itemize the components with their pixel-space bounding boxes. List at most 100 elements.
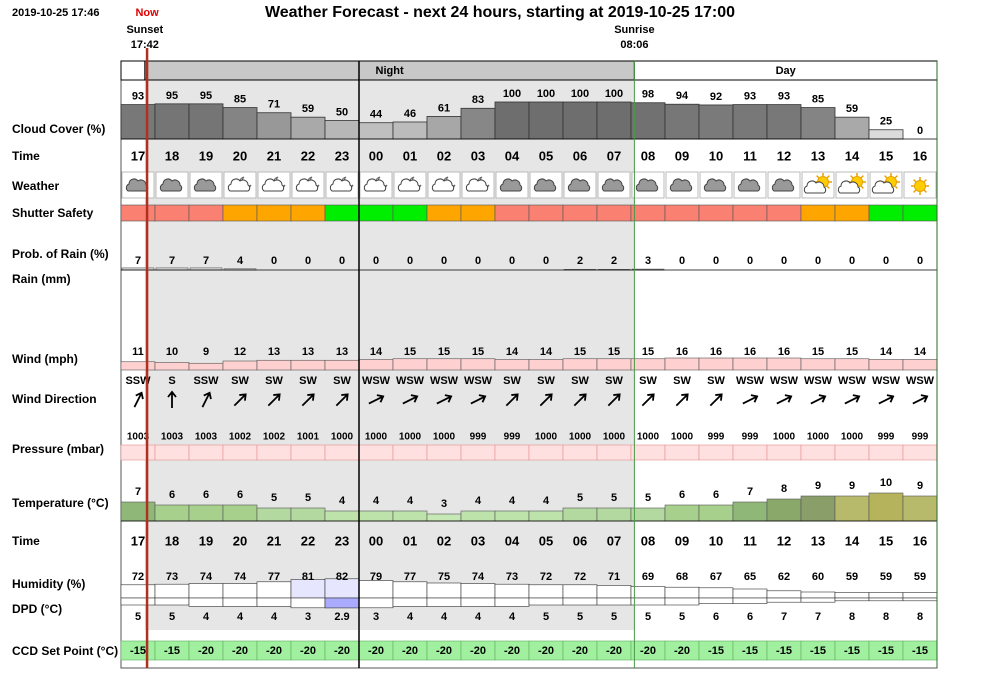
cloud-value: 44 <box>370 109 383 121</box>
pressure-cell <box>868 444 904 461</box>
ccd-value: -15 <box>776 645 792 657</box>
wind-value: 14 <box>914 346 927 358</box>
rain-prob-value: 0 <box>339 255 345 267</box>
cloud-bar <box>834 116 870 140</box>
cloud-icon <box>837 180 861 194</box>
pressure-cell <box>698 444 734 461</box>
cloud-icon <box>703 178 727 192</box>
cloud-shape <box>669 178 693 192</box>
cloud-icon <box>159 178 183 192</box>
hour: 14 <box>845 148 860 163</box>
cloud-value: 93 <box>778 90 790 102</box>
sun <box>914 180 926 192</box>
pressure-cell <box>120 444 156 461</box>
cloud-value: 46 <box>404 108 416 120</box>
dpd-bar <box>494 597 530 607</box>
weather-icon <box>397 176 422 192</box>
wind-value: 9 <box>203 346 209 358</box>
pressure-cell <box>392 444 428 461</box>
sunset-label: Sunset <box>126 24 163 36</box>
pressure-value: 1000 <box>773 432 796 443</box>
ccd-value: -20 <box>436 645 452 657</box>
arrow <box>709 393 723 407</box>
row-label: Temperature (°C) <box>12 496 109 510</box>
pressure-value: 1000 <box>433 432 456 443</box>
cloud-value: 98 <box>642 89 654 101</box>
cloud-value: 95 <box>200 90 212 102</box>
weather-icon <box>703 178 727 192</box>
cloud-bar <box>460 107 496 140</box>
dpd-bar <box>256 597 292 607</box>
rain-prob-value: 0 <box>543 255 549 267</box>
weather-icon <box>669 178 693 192</box>
wind-arrow <box>201 391 212 408</box>
shutter-cell <box>120 204 156 222</box>
hour: 13 <box>811 533 825 548</box>
temp-value: 9 <box>815 480 821 492</box>
weather-icon <box>363 176 388 192</box>
humidity-bar <box>392 581 428 599</box>
dpd-bar <box>154 597 190 606</box>
ccd-value: -20 <box>572 645 588 657</box>
wind-dir: SW <box>333 375 351 387</box>
dpd-bar <box>120 597 156 606</box>
dpd-value: 4 <box>203 611 210 623</box>
rain-prob-value: 0 <box>747 255 753 267</box>
temp-bar <box>222 504 258 522</box>
humidity-value: 59 <box>914 571 926 583</box>
cloud-shape <box>465 178 489 192</box>
hour: 17 <box>131 533 145 548</box>
now-label: Now <box>135 7 159 19</box>
humidity-value: 72 <box>540 571 552 583</box>
pressure-cell <box>596 444 632 461</box>
ccd-value: -20 <box>198 645 214 657</box>
ccd-value: -15 <box>878 645 894 657</box>
temp-value: 5 <box>271 492 277 504</box>
humidity-value: 67 <box>710 571 722 583</box>
hour: 03 <box>471 533 485 548</box>
sun-ray <box>860 185 864 189</box>
wind-bar <box>596 358 632 371</box>
cloud-shape <box>125 178 149 192</box>
pressure-cell <box>494 444 530 461</box>
row-label: Pressure (mbar) <box>12 442 104 456</box>
wind-arrow <box>301 393 315 407</box>
hour: 05 <box>539 148 553 163</box>
arrow <box>505 393 519 407</box>
cloud-shape <box>703 178 727 192</box>
cloud-bar <box>324 120 360 140</box>
temp-bar <box>392 510 428 522</box>
rain-prob-value: 0 <box>475 255 481 267</box>
wind-dir: SW <box>605 375 623 387</box>
hour: 10 <box>709 148 723 163</box>
cloud-value: 0 <box>917 125 923 137</box>
temp-bar <box>120 501 156 522</box>
dpd-value: 4 <box>407 611 414 623</box>
wind-value: 11 <box>132 346 144 358</box>
weather-icon <box>227 176 252 192</box>
cloud-icon <box>465 178 489 192</box>
dpd-bar <box>426 597 462 607</box>
hour: 13 <box>811 148 825 163</box>
sun-ray <box>894 175 898 179</box>
hour: 08 <box>641 533 655 548</box>
wind-value: 15 <box>574 346 586 358</box>
hour: 06 <box>573 533 587 548</box>
humidity-bar <box>630 586 666 599</box>
wind-dir: WSW <box>396 375 425 387</box>
humidity-value: 79 <box>370 571 382 583</box>
dpd-value: 5 <box>543 611 549 623</box>
hour: 15 <box>879 148 893 163</box>
temp-value: 8 <box>781 483 787 495</box>
sun-ray <box>923 179 927 183</box>
wind-dir: S <box>168 375 175 387</box>
humidity-value: 77 <box>268 571 280 583</box>
wind-arrow <box>742 394 759 405</box>
rain-prob-value: 2 <box>577 255 583 267</box>
pressure-cell <box>562 444 598 461</box>
wind-value: 15 <box>438 346 450 358</box>
cloud-value: 93 <box>132 90 144 102</box>
humidity-bar <box>902 592 938 599</box>
cloud-bar <box>630 102 666 140</box>
wind-bar <box>732 357 768 371</box>
